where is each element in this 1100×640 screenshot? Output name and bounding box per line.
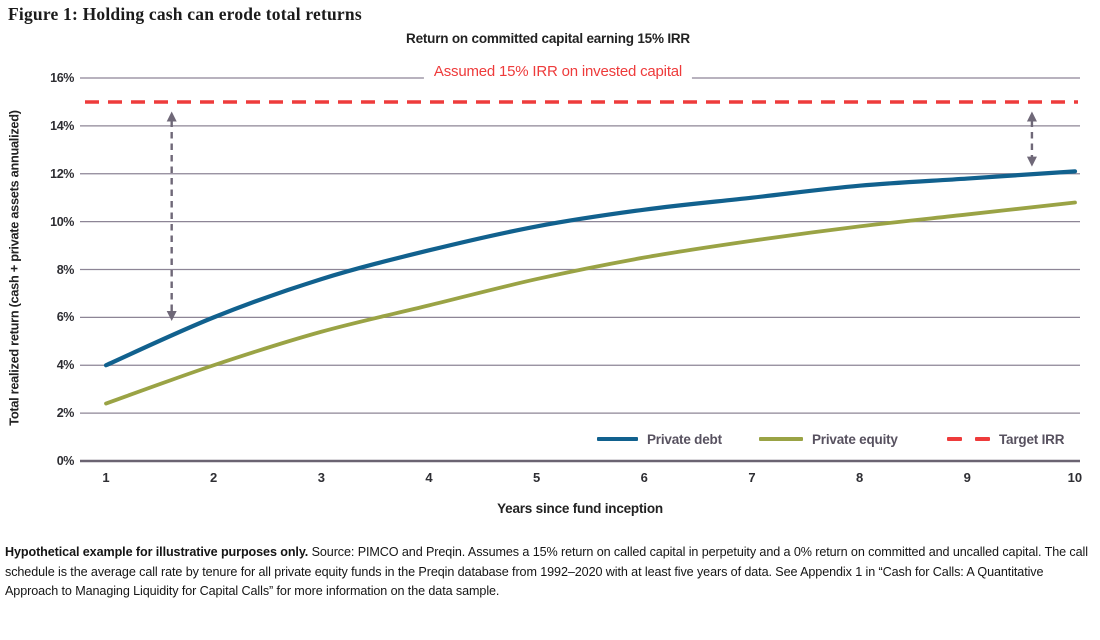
private-debt-line-swatch (597, 437, 638, 441)
series-line-private-equity (104, 200, 1077, 406)
x-tick-label: 2 (210, 470, 218, 485)
footnote-rest: Source: PIMCO and Preqin. Assumes a 15% … (5, 545, 1088, 599)
legend-label-target-irr: Target IRR (999, 431, 1065, 447)
legend-item-private-equity: Private equity (759, 431, 898, 447)
target-irr-annotation: Assumed 15% IRR on invested capital (423, 61, 693, 82)
footnote: Hypothetical example for illustrative pu… (5, 543, 1097, 602)
chart-subtitle: Return on committed capital earning 15% … (406, 31, 690, 46)
x-tick-label: 10 (1067, 470, 1083, 485)
footnote-bold: Hypothetical example for illustrative pu… (5, 545, 309, 559)
x-tick-label: 4 (425, 470, 433, 485)
y-tick-label: 10% (50, 214, 74, 229)
x-tick-label: 5 (533, 470, 541, 485)
y-tick-label: 8% (56, 262, 75, 277)
x-tick-label: 9 (963, 470, 971, 485)
legend-item-private-debt: Private debt (597, 431, 722, 447)
gap-arrow-1-head-down (166, 310, 177, 321)
x-tick-label: 3 (317, 470, 325, 485)
y-tick-label: 2% (56, 406, 75, 421)
legend-label-private-equity: Private equity (812, 431, 898, 447)
legend-item-target-irr: Target IRR (947, 431, 1064, 447)
y-tick-label: 12% (50, 166, 74, 181)
series-line-private-debt (103, 169, 1078, 368)
x-axis-title: Years since fund inception (497, 501, 663, 516)
gap-arrow-1-head-up (166, 111, 177, 122)
x-tick-label: 8 (855, 470, 864, 485)
private-equity-line-swatch (759, 437, 803, 441)
x-axis-tick-labels: 1 2 3 4 5 6 7 8 9 10 (91, 470, 1090, 488)
y-tick-label: 0% (56, 454, 75, 468)
y-tick-label: 6% (56, 310, 75, 325)
legend-label-private-debt: Private debt (647, 431, 722, 447)
gap-arrow-2-head-down (1026, 156, 1037, 167)
y-axis-tick-labels: 0% 2% 4% 6% 8% 10% 12% 14% 16% (28, 69, 74, 470)
figure-title: Figure 1: Holding cash can erode total r… (8, 4, 362, 24)
x-tick-label: 1 (102, 470, 110, 485)
y-axis-title: Total realized return (cash + private as… (6, 110, 22, 426)
target-irr-dash-swatch (947, 437, 990, 441)
chart-plot (80, 77, 1080, 463)
y-tick-label: 4% (56, 358, 75, 373)
x-tick-label: 7 (748, 470, 756, 485)
gap-arrow-2-head-up (1026, 111, 1037, 122)
y-tick-label: 14% (50, 118, 74, 133)
y-tick-label: 16% (50, 71, 74, 85)
x-tick-label: 6 (640, 470, 648, 485)
